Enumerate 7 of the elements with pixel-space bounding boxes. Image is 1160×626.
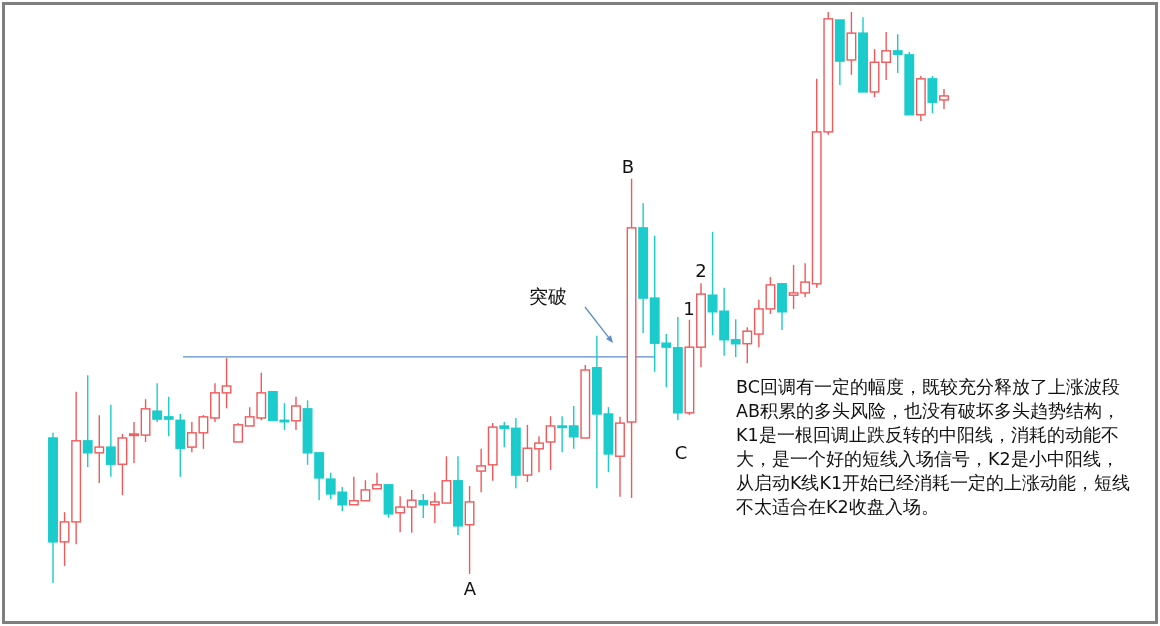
annotation: 突破 (529, 285, 567, 307)
annotation: B (621, 156, 635, 177)
annotation: 2 (695, 260, 707, 281)
annotation: A (463, 578, 477, 599)
annotation: BC回调有一定的幅度，既较充分释放了上涨波段AB积累的多头风险，也没有破坏多头趋势结构，K1是一根回调止跌反转的中阳线，消耗的动能不大，是一个好的短线入场信号，K2是小中阳线，从启动K线K1开始已经消耗一定的上涨动能，短线不太适合在K2收盘入场。 (736, 376, 1131, 519)
annotation: C (674, 442, 688, 463)
annotation: 1 (683, 298, 695, 319)
